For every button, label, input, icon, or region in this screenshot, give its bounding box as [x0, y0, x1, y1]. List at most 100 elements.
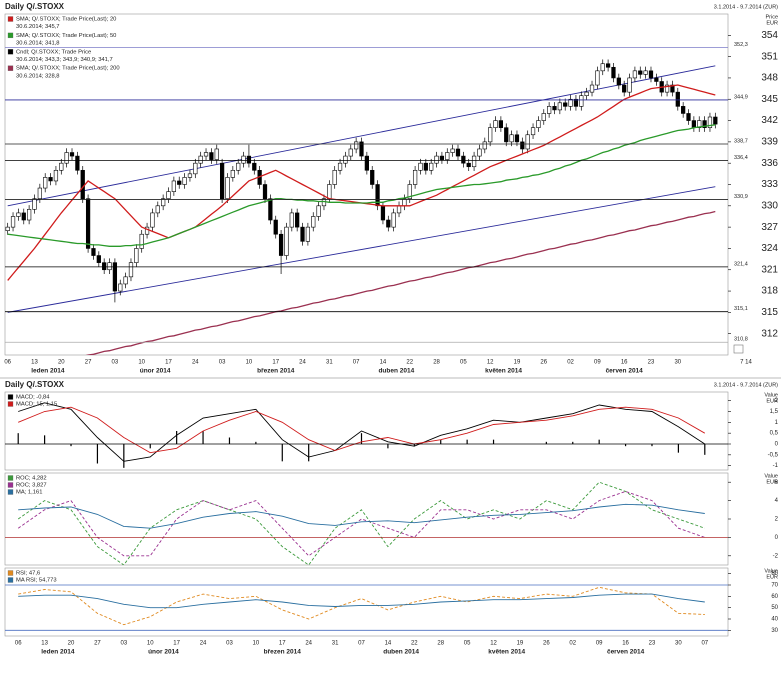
chart-subtitle: 3.1.2014 - 9.7.2014 (ZUR) [714, 4, 778, 10]
candle-body [85, 198, 91, 249]
candle-body [520, 141, 525, 150]
candle-body [664, 84, 670, 93]
x-tick-label: 17 [272, 360, 279, 366]
candle-body [171, 180, 176, 192]
x-tick-label: 03 [120, 641, 127, 647]
month-label: únor 2014 [140, 368, 171, 375]
x-tick-label: 12 [490, 641, 497, 647]
candle-body [391, 212, 396, 228]
candle-body [482, 141, 487, 150]
legend-name: SMA; Q/.STOXX; Trade Price(Last); 20 [16, 17, 116, 23]
x-axis-note: 7 14 [740, 360, 752, 366]
level-label: 330,9 [734, 194, 748, 200]
plot-area [5, 59, 718, 355]
candle-body [16, 212, 21, 217]
x-tick-label: 31 [326, 360, 333, 366]
level-label: 336,4 [734, 155, 748, 161]
candle-body [278, 233, 284, 256]
candle-body [134, 248, 139, 263]
candle-body [681, 106, 686, 114]
candle-body [439, 155, 445, 160]
candle-body [445, 152, 450, 160]
series-line [7, 124, 716, 247]
level-label: 344,9 [734, 94, 748, 100]
candle-body [284, 226, 289, 256]
legend-swatch [7, 475, 14, 481]
y-tick-label: 321 [761, 264, 778, 275]
y-tick-label: 324 [761, 243, 778, 254]
legend-swatch [7, 489, 14, 495]
y-tick-label: 354 [761, 30, 778, 41]
chart-title: Daily Q/.STOXX [5, 380, 65, 389]
legend-name: MA RSI; 54,773 [16, 578, 57, 584]
y-tick-label: 339 [761, 137, 778, 148]
candle-body [246, 155, 252, 164]
legend-name: SMA; Q/.STOXX; Trade Price(Last); 200 [16, 66, 120, 72]
candle-body [359, 141, 364, 157]
y-tick-label: -1 [773, 463, 779, 469]
candle-body [5, 226, 10, 231]
candle-body [466, 162, 471, 168]
candle-body [166, 191, 171, 200]
legend-name: MACD; 15; 1,15 [16, 402, 57, 408]
x-tick-label: 02 [569, 641, 576, 647]
candle-body [53, 169, 59, 182]
candle-body [230, 169, 235, 178]
x-tick-label: 23 [649, 641, 656, 647]
y-axis-label: Value [764, 473, 778, 479]
x-tick-label: 03 [112, 360, 119, 366]
candle-body [595, 70, 600, 86]
y-tick-label: -0,5 [768, 452, 779, 458]
y-axis-label: Value [764, 568, 778, 574]
x-tick-label: 14 [385, 641, 392, 647]
x-tick-label: 09 [594, 360, 601, 366]
candle-body [80, 169, 85, 200]
x-tick-label: 06 [4, 360, 11, 366]
legend-swatch [7, 394, 14, 400]
y-tick-label: 50 [771, 605, 778, 611]
candle-body [654, 77, 659, 82]
candle-body [150, 212, 155, 228]
candle-body [605, 63, 611, 68]
x-tick-label: 20 [68, 641, 75, 647]
candle-body [541, 113, 546, 121]
scroll-button[interactable] [733, 344, 744, 354]
candle-body [471, 155, 477, 168]
candle-body [316, 205, 321, 217]
y-tick-label: 348 [761, 73, 778, 84]
candle-body [75, 155, 80, 171]
y-tick-label: 60 [771, 594, 778, 600]
x-tick-label: 22 [406, 360, 413, 366]
level-label: 315,1 [734, 306, 748, 312]
candle-body [573, 98, 579, 107]
series-line [18, 503, 705, 529]
candle-body [493, 120, 498, 128]
candle-body [563, 102, 568, 107]
x-tick-label: 19 [514, 360, 521, 366]
candle-body [198, 155, 203, 164]
candle-body [455, 148, 461, 157]
candle-body [123, 276, 128, 285]
x-tick-label: 24 [200, 641, 207, 647]
month-label: březen 2014 [257, 368, 295, 375]
y-axis-label: EUR [766, 479, 778, 485]
candle-body [268, 198, 273, 221]
plot-area [17, 402, 706, 468]
candle-body [423, 162, 428, 171]
x-tick-label: 17 [165, 360, 172, 366]
x-tick-label: 27 [85, 360, 92, 366]
candle-body [300, 226, 305, 242]
candle-body [112, 262, 118, 292]
y-tick-label: 70 [771, 583, 778, 589]
candle-body [48, 177, 53, 182]
candle-body [568, 98, 573, 107]
legend-value: 30.6.2014; 328,8 [16, 73, 60, 79]
candle-body [236, 162, 241, 171]
y-axis-label: EUR [766, 398, 778, 404]
legend-name: ROC; 4,282 [16, 476, 47, 482]
candle-body [643, 70, 648, 75]
candle-body [289, 212, 294, 228]
month-label: březen 2014 [264, 649, 302, 656]
series-line [18, 586, 705, 626]
candle-body [579, 95, 584, 107]
